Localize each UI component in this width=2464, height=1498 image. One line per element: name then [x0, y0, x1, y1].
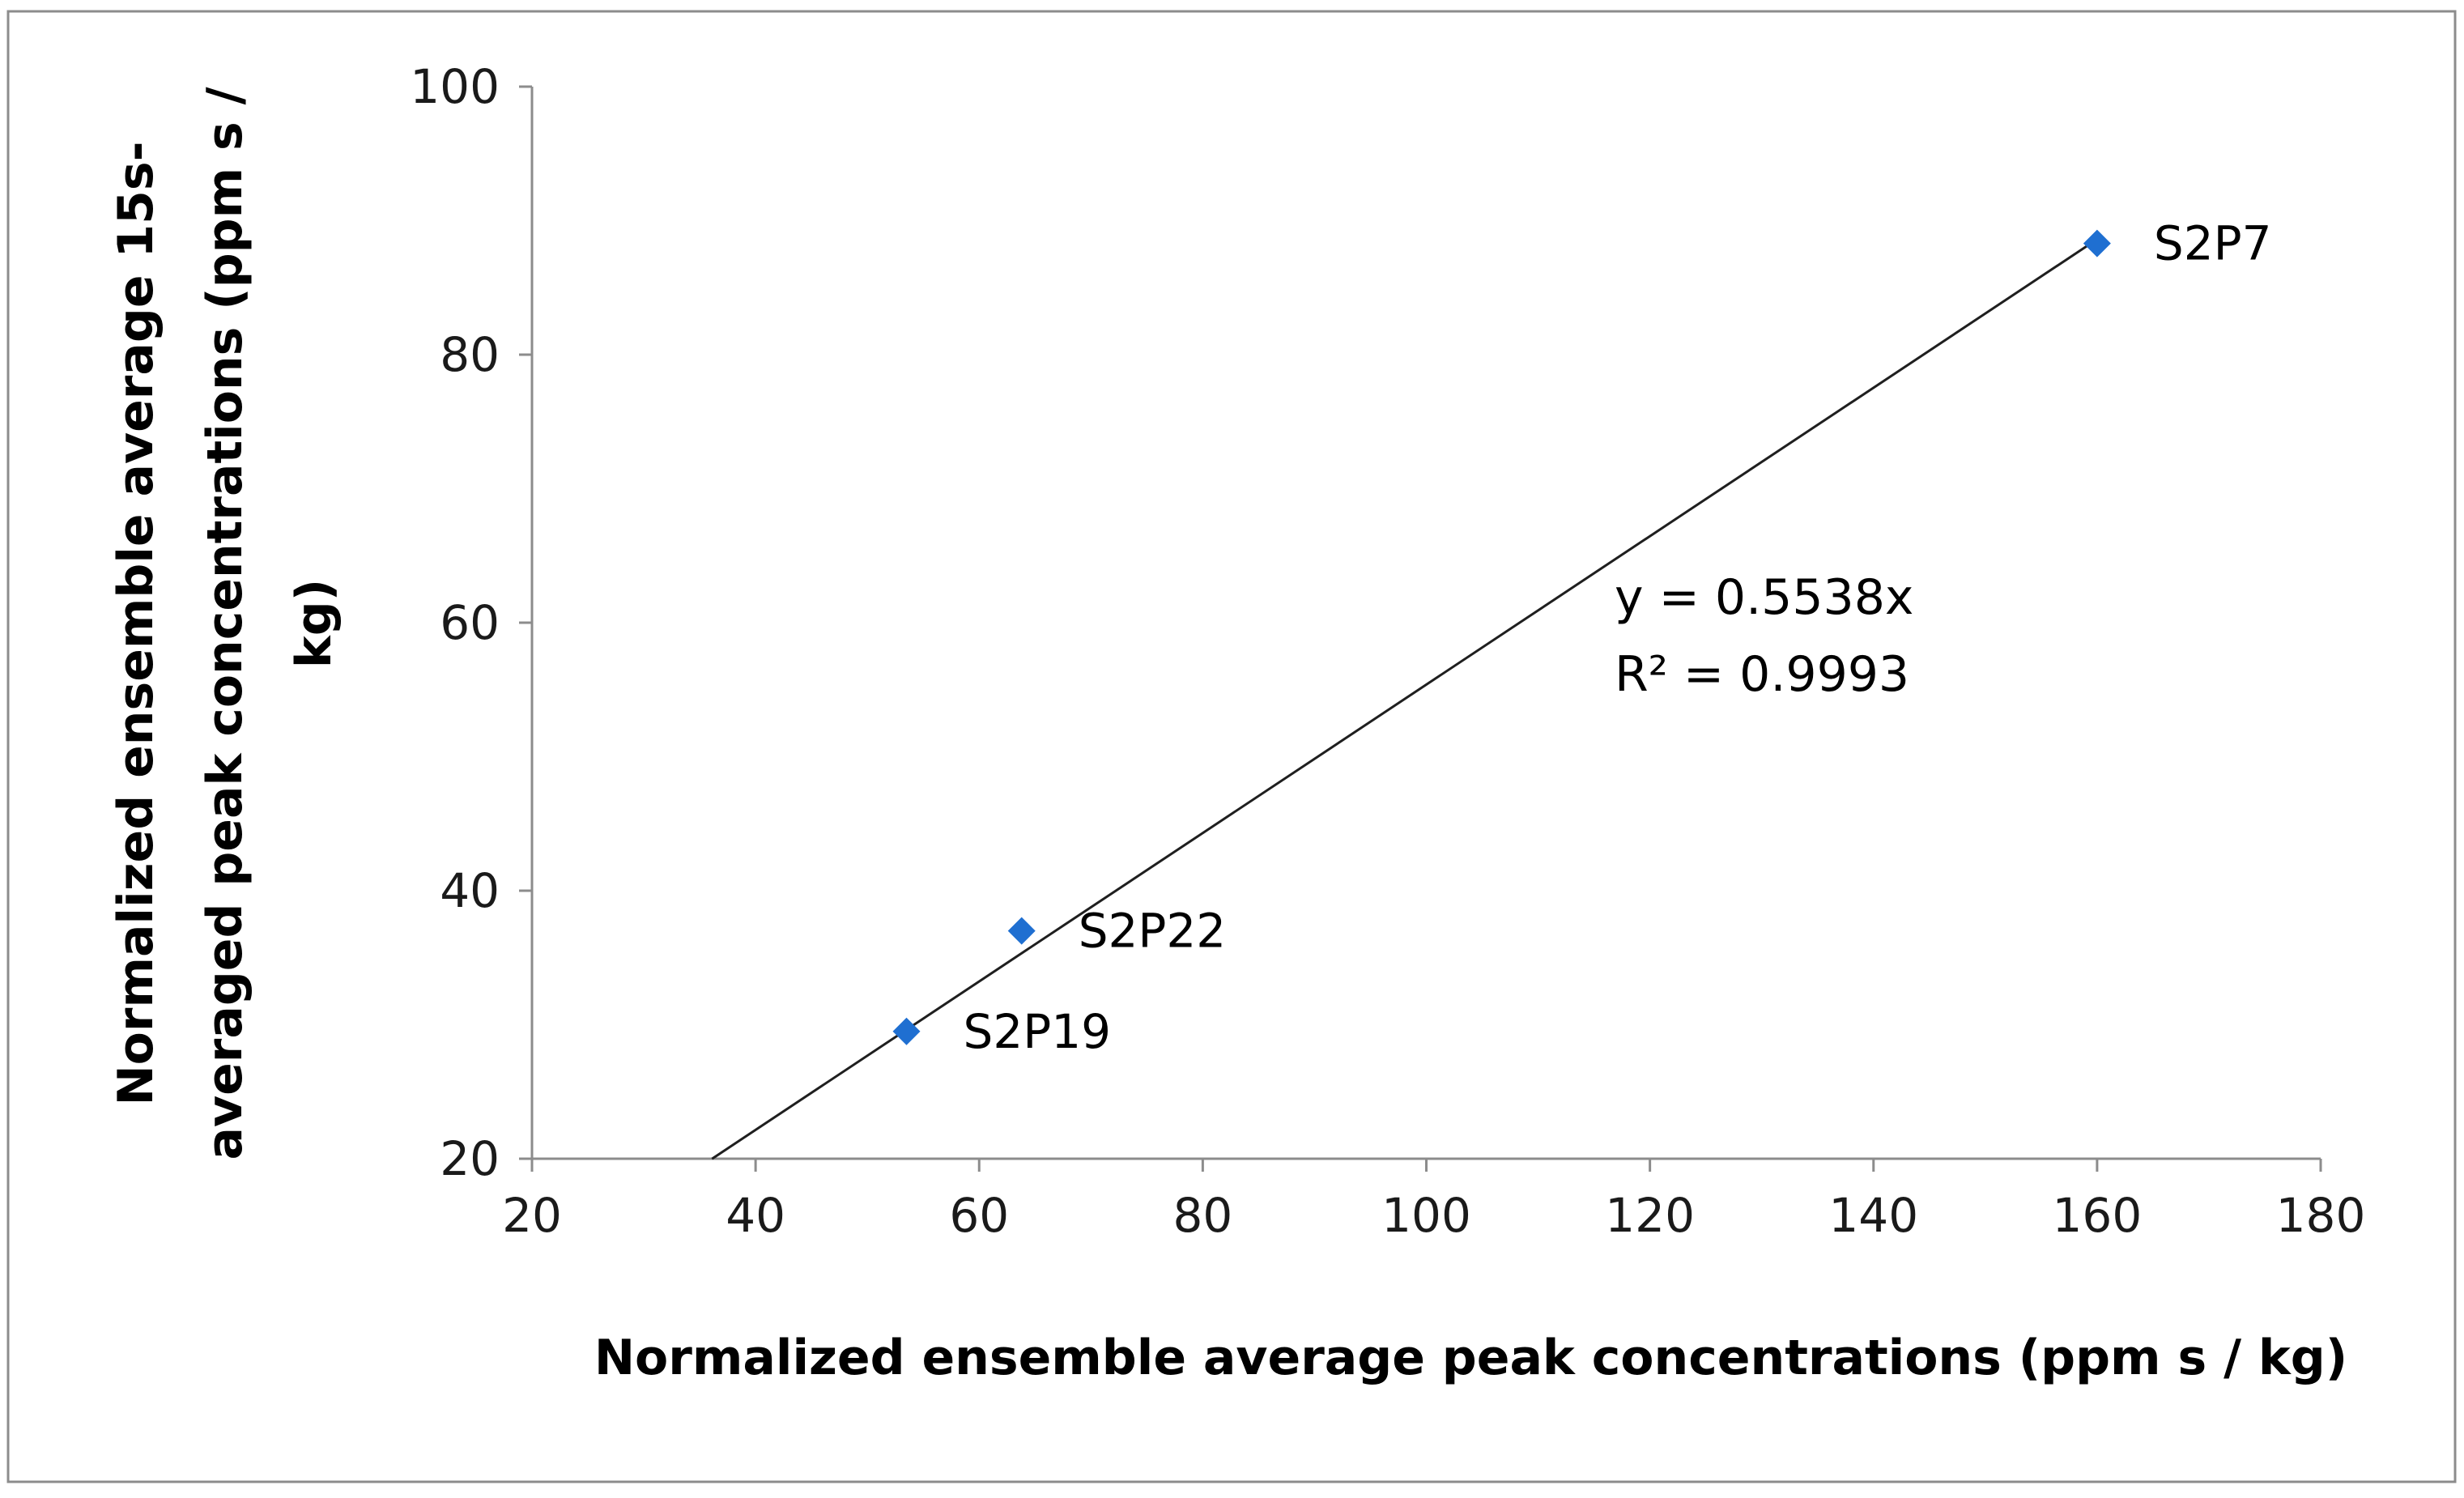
data-point-marker [1007, 917, 1036, 945]
data-point-label: S2P7 [2154, 216, 2272, 271]
y-tick-label: 60 [440, 595, 500, 650]
x-tick-label: 140 [1828, 1188, 1918, 1243]
x-tick-label: 40 [726, 1188, 785, 1243]
x-tick-label: 120 [1605, 1188, 1695, 1243]
data-points [892, 229, 2111, 1045]
data-point-marker [2083, 229, 2111, 257]
y-axis-title-line: averaged peak concentrations (ppm s / [197, 87, 253, 1160]
trendline-equation: y = 0.5538x [1615, 569, 1913, 626]
data-point-label: S2P19 [964, 1004, 1112, 1059]
y-tick-label: 80 [440, 327, 500, 382]
trendline-r-squared: R² = 0.9993 [1615, 646, 1909, 703]
x-tick-label: 160 [2053, 1188, 2143, 1243]
trendline [711, 238, 2098, 1160]
x-tick-label: 100 [1381, 1188, 1471, 1243]
y-axis-title-line: Normalized ensemble average 15s- [108, 141, 164, 1105]
y-tick-label: 100 [410, 59, 500, 114]
chart-frame [6, 10, 2457, 1483]
x-axis-title: Normalized ensemble average peak concent… [594, 1330, 2347, 1386]
y-tick-label: 40 [440, 863, 500, 918]
x-tick-label: 180 [2276, 1188, 2366, 1243]
y-tick-label: 20 [440, 1131, 500, 1186]
y-axis-title: Normalized ensemble average 15s-averaged… [108, 87, 343, 1160]
x-tick-label: 80 [1172, 1188, 1232, 1243]
x-tick-label: 60 [949, 1188, 1009, 1243]
x-tick-label: 20 [502, 1188, 562, 1243]
ticks: 20 40 60 80 100 120 140 160 180 20 40 60 80 100 [410, 59, 2365, 1243]
trendline-group [711, 238, 2098, 1160]
point-labels: S2P19 S2P22 S2P7 [964, 216, 2272, 1059]
y-axis-title-line: kg) [286, 579, 343, 668]
data-point-label: S2P22 [1079, 904, 1227, 959]
data-point-marker [892, 1017, 921, 1045]
